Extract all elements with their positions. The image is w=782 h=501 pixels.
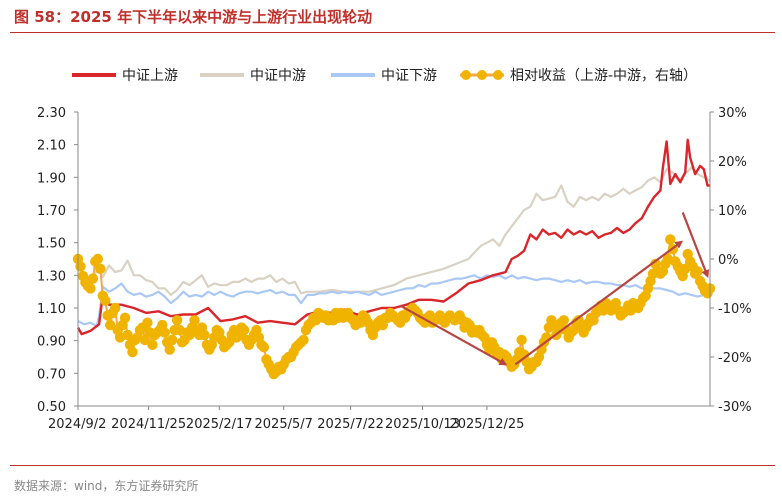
relative-return-point <box>92 253 104 265</box>
trend-arrow <box>399 304 508 366</box>
title-divider <box>10 32 775 33</box>
series-line-0 <box>76 138 710 336</box>
footer-divider <box>10 465 775 466</box>
axes: 2.30 2.10 1.90 1.70 1.50 1.30 1.10 0.90 0.70 0.50… <box>37 106 752 432</box>
y-left-tick-label: 0.90 <box>37 335 66 350</box>
legend-item-2: 中证下游 <box>331 68 437 84</box>
source-note: 数据来源：wind，东方证券研究所 <box>14 479 199 493</box>
relative-return-point <box>692 266 703 277</box>
relative-return-point <box>119 312 131 323</box>
relative-return-point <box>516 334 527 346</box>
y-left-tick-label: 1.30 <box>37 269 66 284</box>
trend-arrow <box>514 240 684 366</box>
y-left-tick-label: 1.70 <box>37 204 66 219</box>
relative-return-point <box>95 263 106 274</box>
y-left-tick-label: 2.10 <box>37 139 66 154</box>
y-left-tick-label: 0.50 <box>37 400 66 415</box>
relative-return-point <box>189 315 200 326</box>
figure-title: 图 58：2025 年下半年以来中游与上游行业出现轮动 <box>14 8 373 26</box>
legend-item-3: 相对收益（上游-中游，右轴） <box>460 68 697 84</box>
y-right-tick-label: 0% <box>718 253 739 268</box>
trend-arrow <box>681 212 710 279</box>
y-left-tick-label: 1.50 <box>37 237 66 252</box>
relative-return-point <box>75 261 86 272</box>
relative-return-point <box>122 329 133 341</box>
y-right-tick-label: -10% <box>718 302 752 317</box>
relative-return-point <box>558 315 569 326</box>
legend-label: 相对收益（上游-中游，右轴） <box>510 68 697 84</box>
relative-return-point <box>142 317 153 328</box>
series-line-1 <box>77 166 711 296</box>
relative-return-point <box>171 315 183 326</box>
relative-return-point <box>147 339 158 350</box>
legend-swatch-marker <box>477 70 487 80</box>
relative-return-point <box>159 327 170 338</box>
y-left-tick-label: 1.10 <box>37 302 66 317</box>
legend-label: 中证上游 <box>122 68 178 84</box>
legend-item-1: 中证中游 <box>200 68 306 84</box>
legend: 中证上游 中证中游 中证下游 相对收益（上游-中游，右轴） <box>72 68 697 84</box>
relative-return-point <box>164 344 175 355</box>
y-left-tick-label: 2.30 <box>37 106 66 121</box>
relative-return-point <box>167 334 178 346</box>
relative-return-point <box>238 324 250 336</box>
y-right-tick-label: -20% <box>718 351 752 366</box>
x-tick-label: 2024/11/25 <box>111 417 186 432</box>
x-tick-label: 2025/12/25 <box>449 417 524 432</box>
x-tick-label: 2025/10/13 <box>385 417 460 432</box>
x-tick-label: 2025/2/17 <box>186 417 253 432</box>
y-right-tick-label: -30% <box>718 400 752 415</box>
plot-area <box>72 138 716 380</box>
relative-return-point <box>127 346 138 358</box>
series-line-2 <box>77 274 710 328</box>
relative-return-point <box>105 319 116 331</box>
relative-return-point <box>258 342 270 353</box>
relative-return-point <box>139 334 151 346</box>
x-tick-label: 2025/5/7 <box>255 417 313 432</box>
y-right-tick-label: 20% <box>718 155 747 170</box>
legend-item-0: 中证上游 <box>72 68 178 84</box>
legend-label: 中证中游 <box>250 68 306 84</box>
legend-swatch-marker <box>461 70 471 80</box>
relative-return-point <box>85 283 96 294</box>
x-tick-label: 2024/9/2 <box>48 417 106 432</box>
legend-swatch-marker <box>493 70 503 80</box>
relative-return-point <box>199 329 210 341</box>
x-tick-label: 2025/7/22 <box>317 417 384 432</box>
y-left-tick-label: 0.70 <box>37 367 66 382</box>
y-left-tick-label: 1.90 <box>37 171 66 186</box>
relative-return-point <box>87 273 99 284</box>
relative-return-point <box>110 302 121 314</box>
y-right-tick-label: 30% <box>718 106 747 121</box>
relative-return-point <box>665 234 676 245</box>
y-right-tick-label: 10% <box>718 204 747 219</box>
relative-return-point <box>298 334 309 346</box>
relative-return-point <box>100 295 111 306</box>
legend-label: 中证下游 <box>381 68 437 84</box>
